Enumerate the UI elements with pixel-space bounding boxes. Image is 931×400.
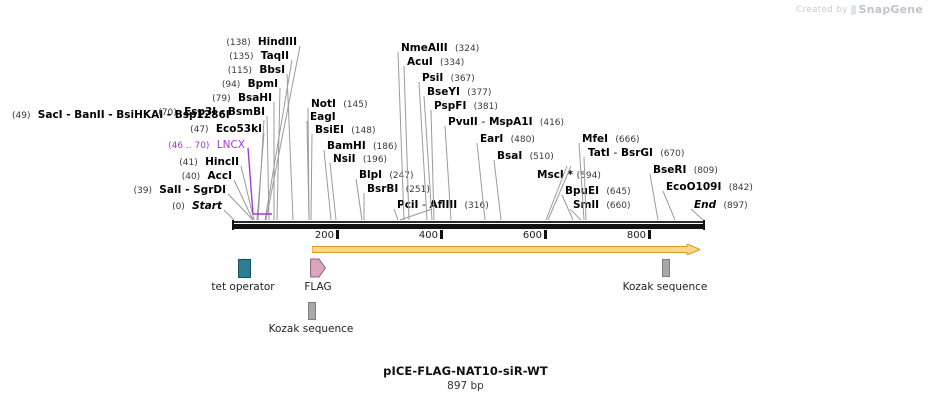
ruler-label-200: 200 [314, 230, 334, 241]
site-label-bseyi: BseYI (377) [427, 86, 492, 98]
site-label-pspfi: PspFI (381) [434, 100, 498, 112]
feature-label-tet-operator: tet operator [211, 281, 275, 293]
site-label-eco53ki: (47) Eco53kI [190, 123, 262, 135]
ruler-tick-600 [544, 230, 547, 239]
site-label-blpi: BlpI (247) [359, 169, 414, 181]
site-label-bseri: BseRI (809) [653, 164, 718, 176]
site-label-nsii: NsiI (196) [333, 153, 388, 165]
ruler-tick-400 [440, 230, 443, 239]
backbone-end-cap [703, 220, 705, 230]
site-label-hindiii: (138) HindIII [226, 36, 297, 48]
site-label-saci-banii-bsihkai-bsp1286i: (49) SacI - BanII - BsiHKAI - Bsp1286I [12, 109, 230, 121]
site-label-acui: AcuI (334) [407, 56, 465, 68]
site-label-bsrbi: BsrBI (251) [367, 183, 430, 195]
ruler-label-400: 400 [418, 230, 438, 241]
feature-glyph-flag [310, 258, 327, 278]
orf-arrow [312, 244, 700, 255]
site-label-bbsi: (115) BbsI [227, 64, 285, 76]
site-label-bsai: BsaI (510) [497, 150, 554, 162]
watermark-prefix: Created by [796, 4, 848, 15]
feature-label-lncx: (46 .. 70) LNCX [168, 139, 245, 151]
site-label-tati-bsrgi: TatI - BsrGI (670) [588, 147, 685, 159]
site-label-bamhi: BamHI (186) [327, 140, 398, 152]
watermark-brand: SnapGene [858, 3, 923, 16]
ruler-label-600: 600 [522, 230, 542, 241]
site-label-sali-sgrdi: (39) SalI - SgrDI [133, 184, 227, 196]
site-label-noti: NotI (145) [311, 98, 368, 110]
site-label-taqii: (135) TaqII [229, 50, 289, 62]
leader-lines [223, 45, 704, 221]
ruler-tick-800 [648, 230, 651, 239]
site-label-bpmi: (94) BpmI [221, 78, 278, 90]
site-label-ecoo109i: EcoO109I (842) [666, 181, 753, 193]
plasmid-title-block: pICE-FLAG-NAT10-siR-WT 897 bp [0, 364, 931, 392]
site-label-nmeaiii: NmeAIII (324) [401, 42, 480, 54]
site-label-eari: EarI (480) [480, 133, 535, 145]
feature-glyph-tet-operator [238, 259, 251, 278]
site-label-esp3i-bsmbi: (70) Esp3I - BsmBI [158, 106, 265, 118]
site-label-end: End (897) [694, 199, 748, 211]
feature-label-kozak-2: Kozak sequence [622, 281, 708, 293]
site-label-bsiei: BsiEI (148) [315, 124, 376, 136]
backbone-start-cap [232, 220, 234, 230]
plasmid-name: pICE-FLAG-NAT10-siR-WT [383, 364, 548, 378]
feature-label-kozak-1: Kozak sequence [268, 323, 354, 335]
plasmid-length: 897 bp [447, 380, 484, 392]
backbone-bar [232, 224, 705, 229]
feature-label-flag: FLAG [304, 281, 332, 293]
site-label-start: (0) Start [172, 200, 222, 212]
site-label-acci: (40) AccI [181, 170, 232, 182]
site-label-psii: PsiI (367) [422, 72, 475, 84]
ruler-label-800: 800 [626, 230, 646, 241]
site-label-eagi: EagI [310, 111, 336, 123]
backbone-line [232, 221, 705, 223]
ruler-tick-200 [336, 230, 339, 239]
feature-glyph-kozak-2 [662, 259, 670, 277]
snapgene-watermark: Created by SnapGene [796, 3, 923, 16]
snapgene-logo-icon [850, 4, 856, 15]
site-label-bsahi: (79) BsaHI [212, 92, 272, 104]
site-label-pvuii-mspa1i: PvuII - MspA1I (416) [448, 116, 565, 128]
feature-glyph-kozak-1 [308, 302, 316, 320]
site-label-msci: MscI * (594) [537, 169, 601, 181]
site-label-mfei: MfeI (666) [582, 133, 640, 145]
site-label-hincii: (41) HincII [179, 156, 239, 168]
